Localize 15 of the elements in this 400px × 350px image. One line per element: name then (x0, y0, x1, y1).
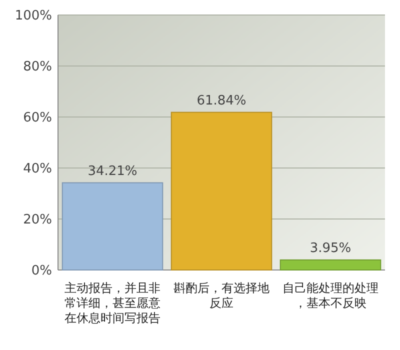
x-tick-label: 自己能处理的处理，基本不反映 (282, 281, 378, 310)
y-tick-label: 0% (31, 264, 52, 279)
bar (280, 259, 382, 270)
x-tick-label: 主动报告，并且非常详细，甚至愿意在休息时间写报告 (64, 281, 160, 325)
y-tick-label: 60% (23, 110, 52, 126)
y-tick-label: 20% (23, 212, 52, 228)
y-tick-label: 40% (23, 162, 52, 177)
data-label: 34.21% (88, 164, 138, 179)
data-label: 61.84% (196, 93, 246, 108)
x-tick-label: 斟酌后，有选择地反应 (174, 281, 270, 310)
y-tick-label: 100% (14, 8, 52, 24)
bar (62, 182, 164, 270)
bar (170, 112, 272, 270)
y-tick-label: 80% (23, 60, 52, 75)
data-label: 3.95% (310, 240, 352, 256)
